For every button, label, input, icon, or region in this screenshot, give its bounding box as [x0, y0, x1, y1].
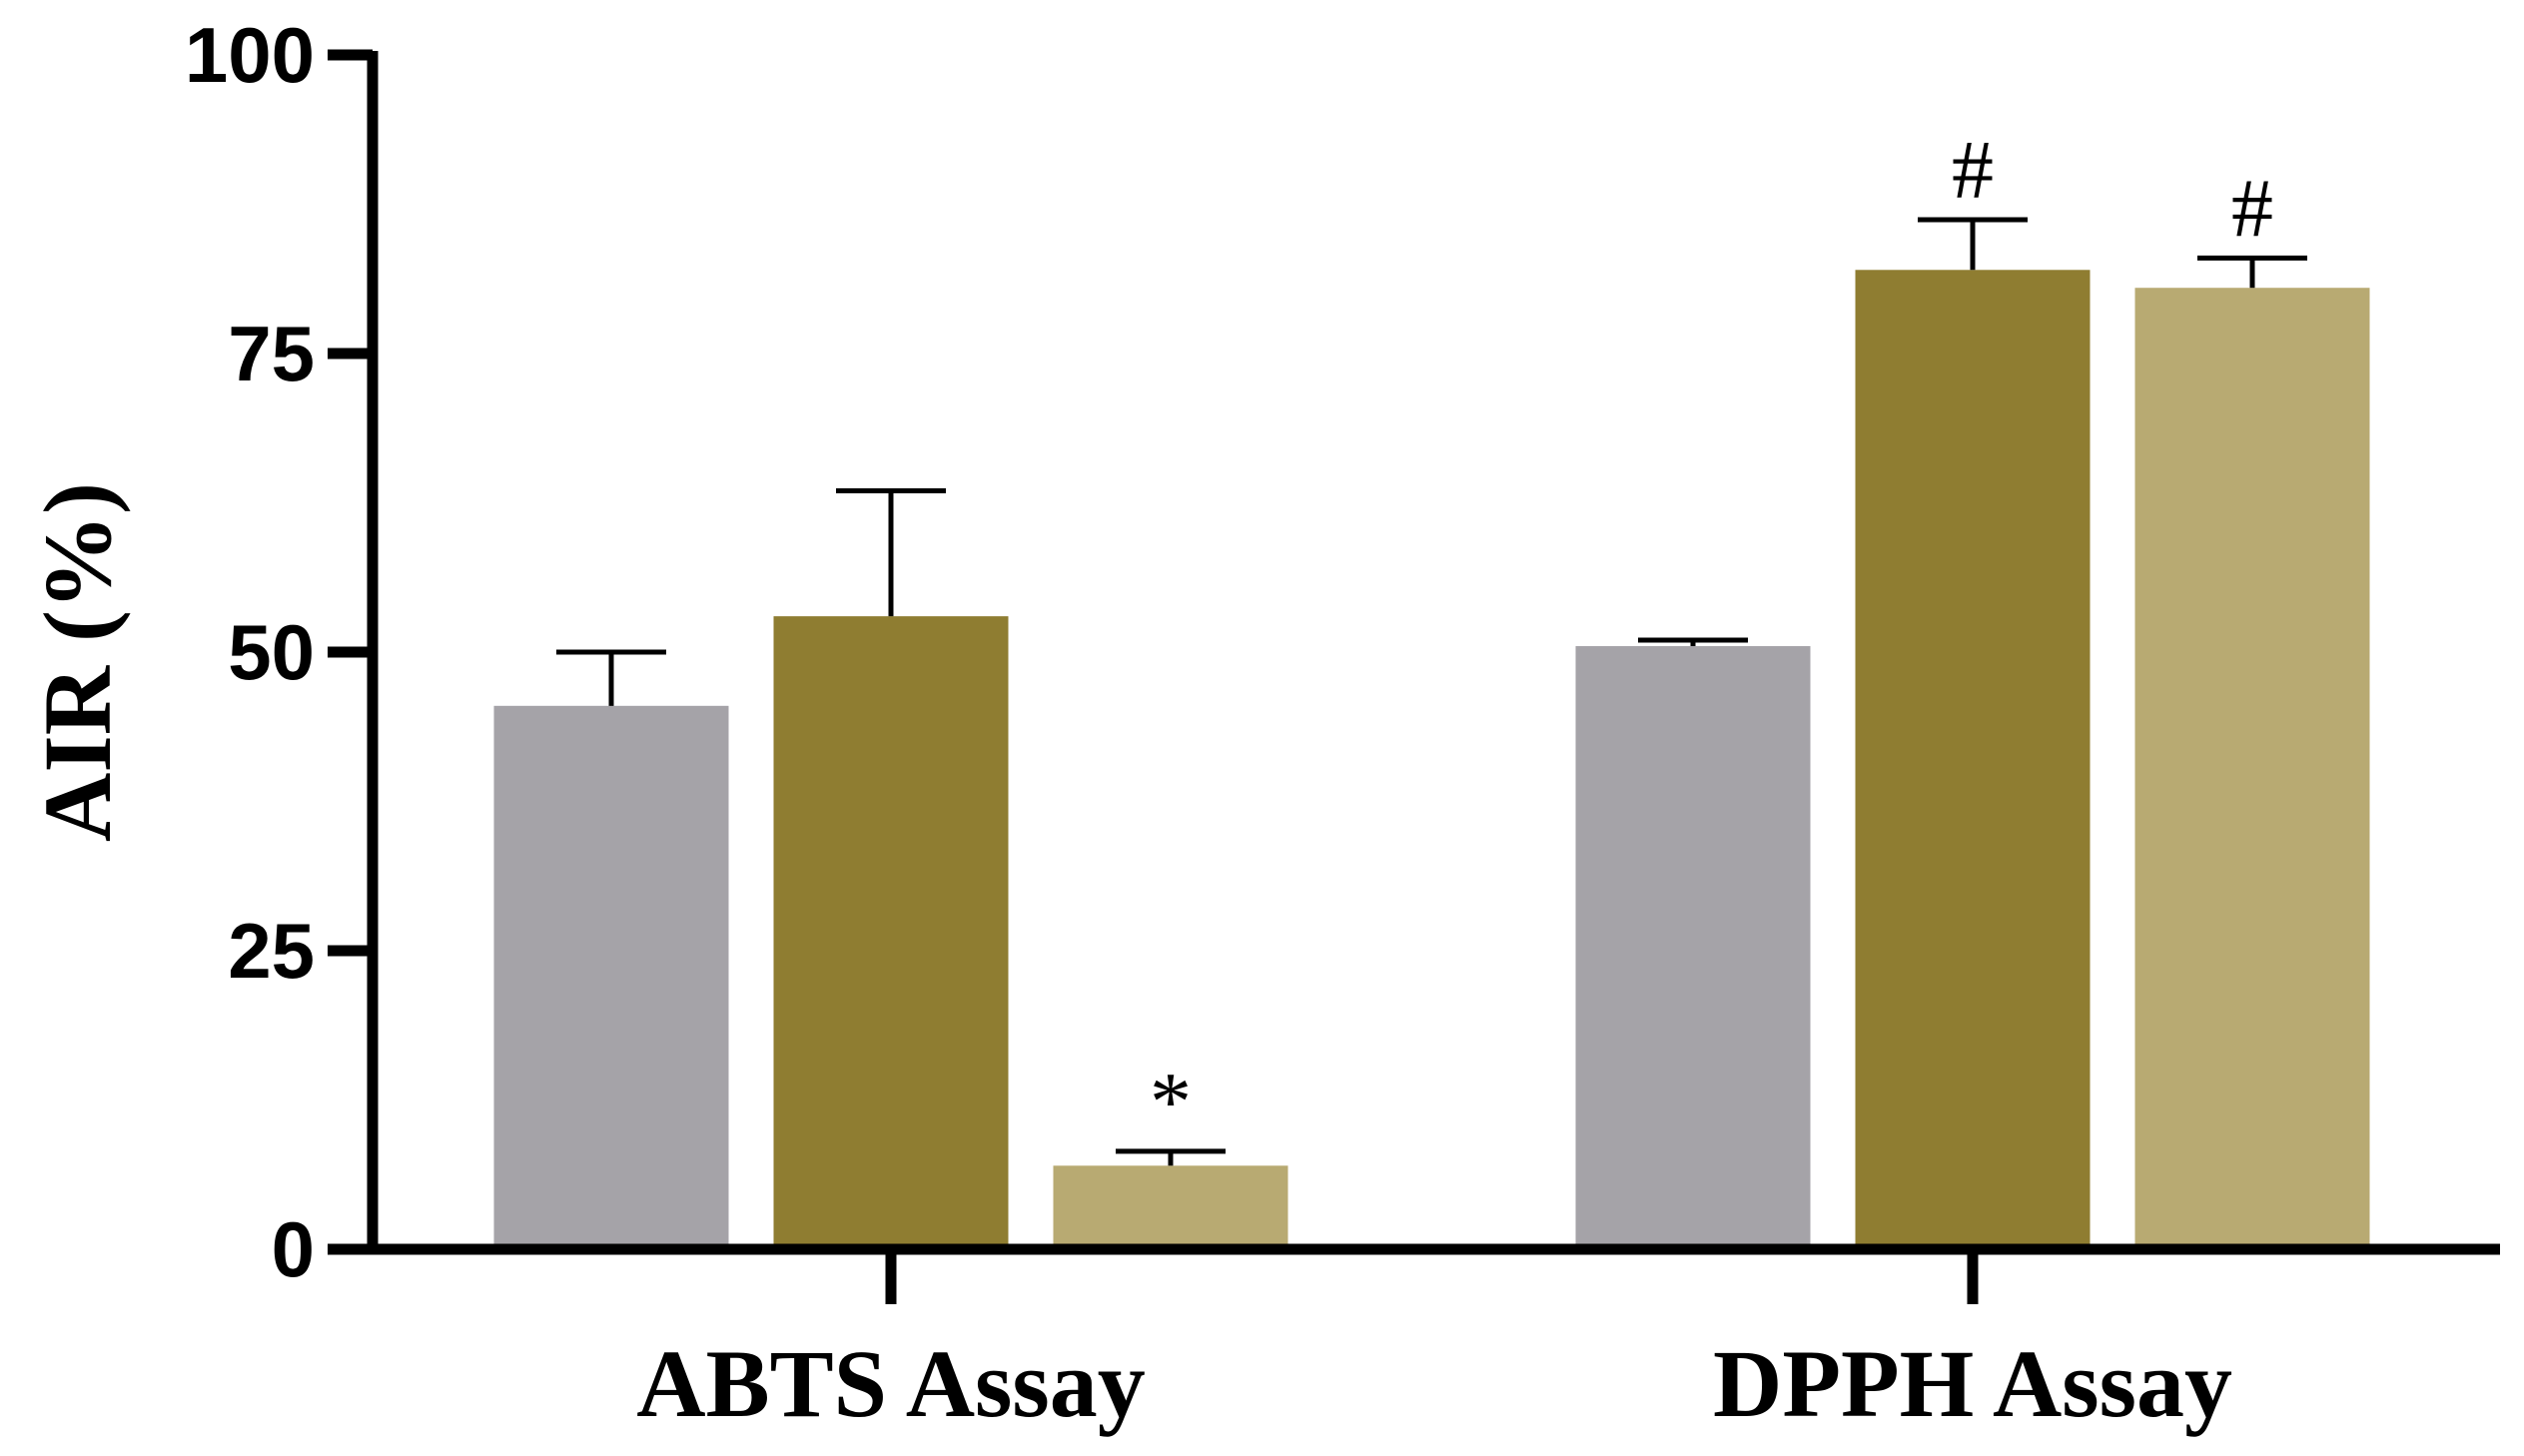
bar-series2-dpph-assay [1855, 270, 2091, 1249]
y-axis-title: AIR (%) [24, 482, 131, 842]
significance-marker: # [2231, 162, 2273, 255]
x-category-label: ABTS Assay [636, 1330, 1146, 1437]
bar-series2-abts-assay [773, 616, 1009, 1249]
bar-series3-dpph-assay [2134, 288, 2370, 1250]
bar-series3-abts-assay [1053, 1165, 1288, 1249]
y-tick-label: 100 [185, 11, 315, 99]
y-tick-label: 75 [228, 310, 315, 397]
y-tick-label: 25 [228, 907, 315, 995]
bar-series1-dpph-assay [1575, 646, 1811, 1249]
bar-series1-abts-assay [493, 705, 729, 1249]
significance-marker: * [1150, 1056, 1192, 1148]
significance-marker: # [1952, 124, 1994, 217]
y-tick-label: 0 [272, 1205, 315, 1293]
y-tick-label: 50 [228, 608, 315, 696]
x-category-label: DPPH Assay [1713, 1330, 2232, 1437]
